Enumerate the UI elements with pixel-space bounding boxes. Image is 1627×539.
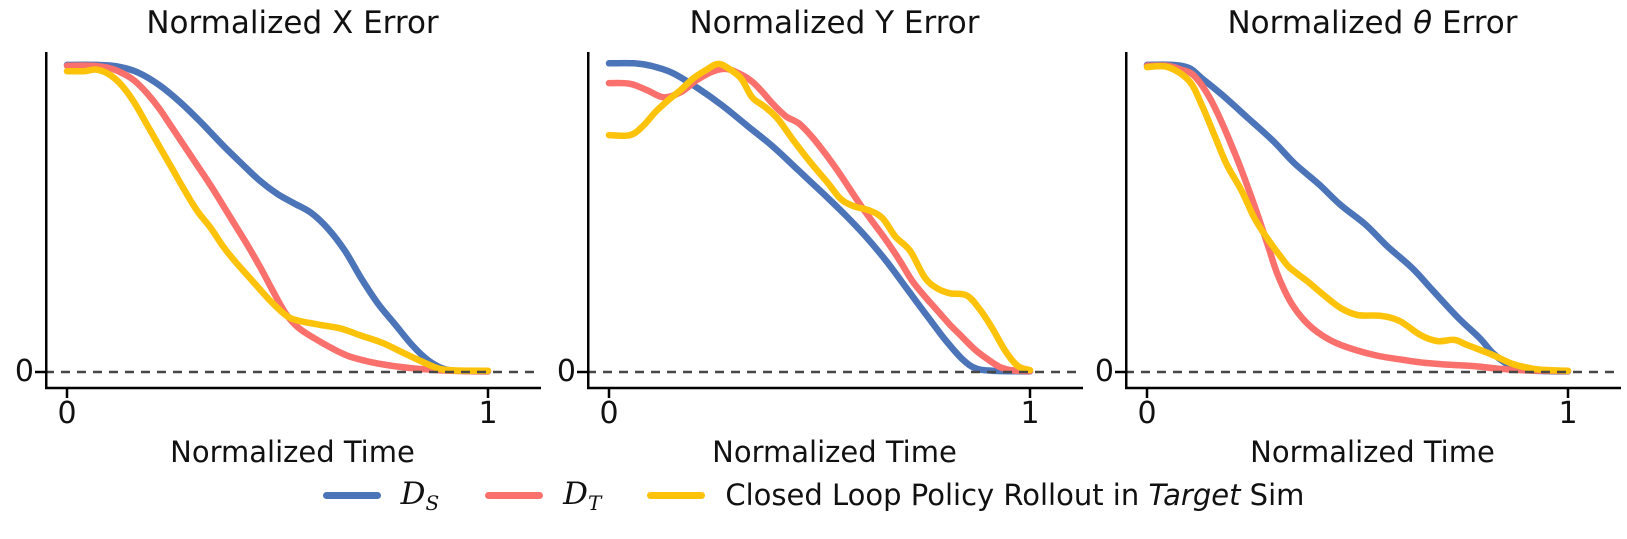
panel-theta-error: Normalized θ Error 0 0 1 Normalized Time <box>1082 0 1627 539</box>
series-line-ds <box>63 61 492 375</box>
x-tick-label-1: 1 <box>1020 396 1040 431</box>
panel-title: Normalized Y Error <box>587 5 1082 41</box>
legend-swatch-yellow <box>647 491 706 499</box>
panel-title-post: Error <box>894 5 980 41</box>
legend-math-symbol: D <box>400 475 426 512</box>
panel-title: Normalized θ Error <box>1125 5 1620 41</box>
panel-title-pre: Normalized <box>146 5 332 41</box>
legend-label-suffix: Sim <box>1240 478 1305 512</box>
series-line-dt <box>605 65 1034 375</box>
panel-x-error: Normalized X Error 0 0 1 Normalized Time <box>0 0 545 539</box>
series-line-ds <box>605 59 1034 375</box>
legend-swatch-blue <box>322 491 381 499</box>
panel-title-post: Error <box>353 5 439 41</box>
legend-swatch-red <box>485 491 544 499</box>
series-line-rollout <box>605 60 1034 374</box>
panel-title-post: Error <box>1432 5 1518 41</box>
panel-title-pre: Normalized <box>689 5 876 41</box>
x-tick-label-0: 0 <box>1137 396 1157 431</box>
legend-item-target-dataset: DT <box>485 476 601 515</box>
legend-math-subscript: S <box>425 490 440 515</box>
legend-math-subscript: T <box>588 490 602 515</box>
legend-label-italic-word: Target <box>1148 478 1241 512</box>
panel-title-var: Y <box>875 5 895 41</box>
y-tick-label: 0 <box>1094 354 1114 389</box>
series-line-ds <box>1143 61 1572 375</box>
x-tick-label-1: 1 <box>478 396 498 431</box>
legend-label-ds: DS <box>401 476 440 515</box>
legend-item-closed-loop-rollout: Closed Loop Policy Rollout in Target Sim <box>647 478 1304 512</box>
panel-title: Normalized X Error <box>45 5 540 41</box>
y-tick-label: 0 <box>14 354 34 389</box>
plot-svg <box>1115 52 1621 398</box>
legend-item-source-dataset: DS <box>322 476 440 515</box>
series-line-rollout <box>1143 62 1572 374</box>
legend: DS DT Closed Loop Policy Rollout in Targ… <box>0 472 1627 518</box>
panel-title-pre: Normalized <box>1227 5 1414 41</box>
x-axis-label: Normalized Time <box>712 435 957 469</box>
series-line-dt <box>63 62 492 375</box>
x-tick-label-1: 1 <box>1558 396 1578 431</box>
panel-title-var: X <box>331 5 354 41</box>
legend-label-prefix: Closed Loop Policy Rollout in <box>725 478 1149 512</box>
x-tick-label-0: 0 <box>599 396 619 431</box>
legend-label-dt: DT <box>563 476 601 515</box>
plot-svg <box>35 52 541 398</box>
panel-y-error: Normalized Y Error 0 0 1 Normalized Time <box>542 0 1087 539</box>
x-axis-label: Normalized Time <box>1250 435 1495 469</box>
legend-math-symbol: D <box>563 475 589 512</box>
x-tick-label-0: 0 <box>57 396 77 431</box>
series-line-rollout <box>63 66 492 374</box>
x-axis-label: Normalized Time <box>170 435 415 469</box>
panel-title-var: θ <box>1413 5 1433 41</box>
series-line-dt <box>1143 62 1572 375</box>
legend-label-rollout: Closed Loop Policy Rollout in Target Sim <box>725 478 1304 512</box>
plot-svg <box>577 52 1083 398</box>
y-tick-label: 0 <box>556 354 576 389</box>
